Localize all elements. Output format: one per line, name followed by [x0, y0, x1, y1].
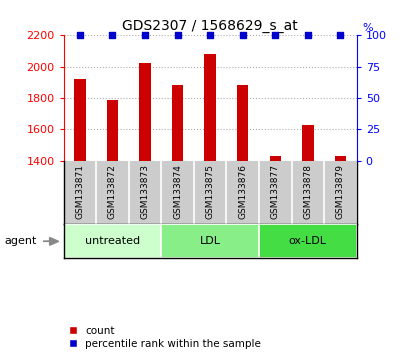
Bar — [171, 85, 183, 161]
Point — [174, 33, 180, 38]
Bar — [161, 224, 258, 258]
Text: GSM133872: GSM133872 — [108, 164, 117, 219]
Text: GSM133876: GSM133876 — [238, 164, 247, 219]
Point — [206, 33, 213, 38]
Text: GSM133875: GSM133875 — [205, 164, 214, 219]
Bar — [334, 156, 345, 161]
Bar — [204, 54, 215, 161]
Point — [109, 33, 115, 38]
Point — [336, 33, 343, 38]
Text: GSM133877: GSM133877 — [270, 164, 279, 219]
Text: agent: agent — [4, 236, 36, 246]
Title: GDS2307 / 1568629_s_at: GDS2307 / 1568629_s_at — [122, 19, 297, 33]
Legend: count, percentile rank within the sample: count, percentile rank within the sample — [69, 326, 261, 349]
Bar — [74, 79, 85, 161]
Point — [304, 33, 310, 38]
Bar — [106, 99, 118, 161]
Text: %: % — [362, 23, 372, 33]
Bar — [269, 156, 280, 161]
Point — [76, 33, 83, 38]
Bar — [236, 85, 248, 161]
Point — [239, 33, 245, 38]
Text: GSM133871: GSM133871 — [75, 164, 84, 219]
Text: GSM133878: GSM133878 — [303, 164, 312, 219]
Point — [142, 33, 148, 38]
Text: GSM133873: GSM133873 — [140, 164, 149, 219]
Text: ox-LDL: ox-LDL — [288, 236, 326, 246]
Text: GSM133879: GSM133879 — [335, 164, 344, 219]
Text: GSM133874: GSM133874 — [173, 164, 182, 219]
Bar — [63, 224, 161, 258]
Bar — [258, 224, 356, 258]
Text: untreated: untreated — [85, 236, 139, 246]
Bar — [139, 63, 151, 161]
Point — [271, 33, 278, 38]
Bar — [301, 125, 313, 161]
Text: LDL: LDL — [199, 236, 220, 246]
